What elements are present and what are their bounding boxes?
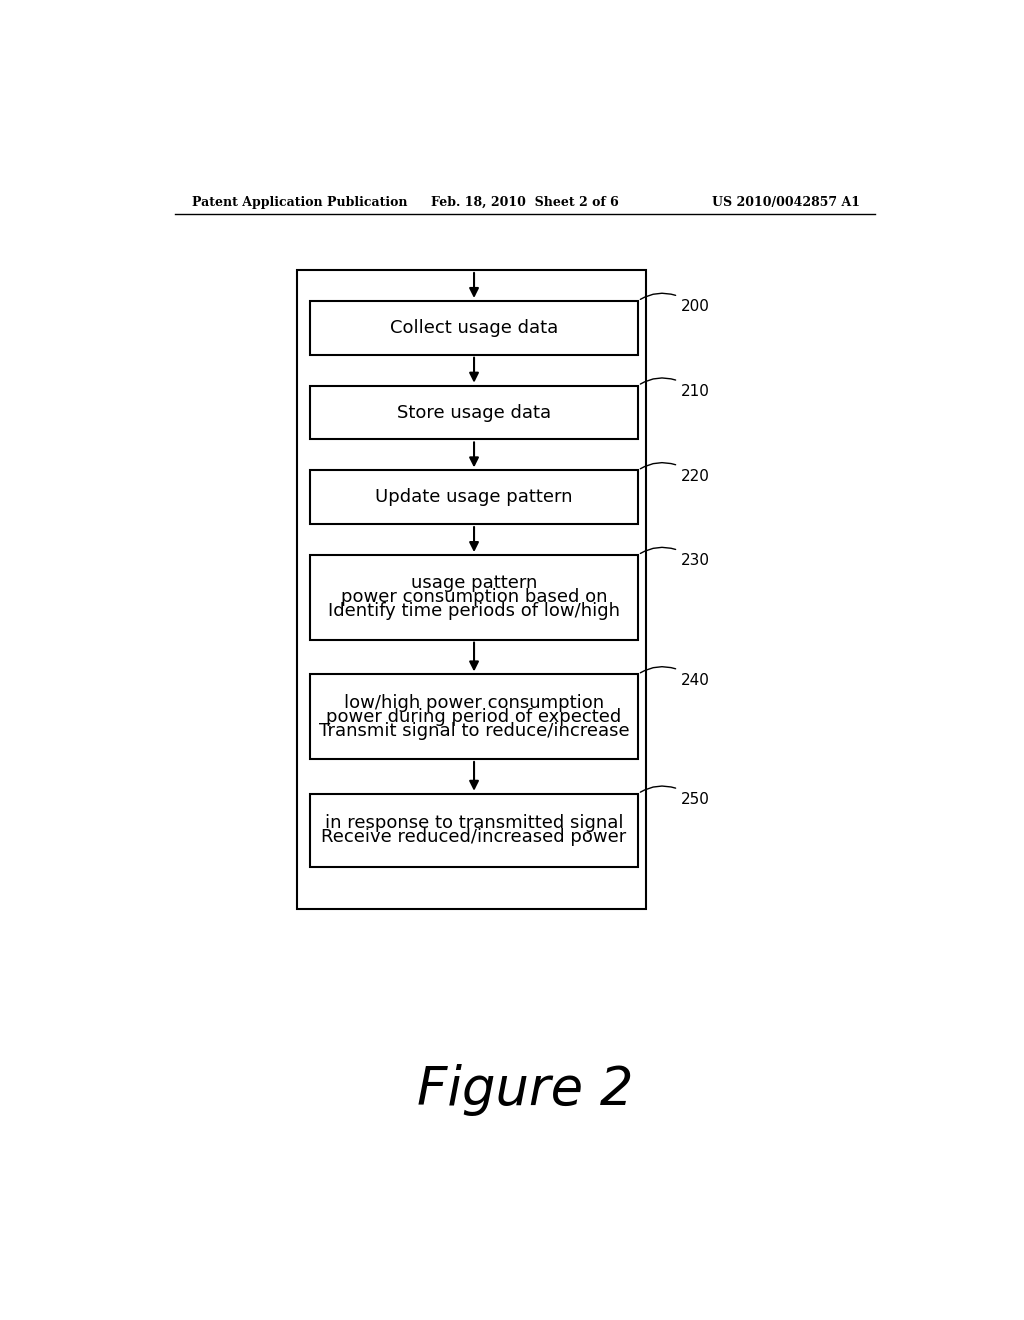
Bar [297, 271, 646, 909]
Text: Store usage data: Store usage data [397, 404, 551, 421]
Bar [310, 385, 638, 440]
Text: Transmit signal to reduce/increase: Transmit signal to reduce/increase [318, 722, 630, 739]
Text: low/high power consumption: low/high power consumption [344, 694, 604, 711]
Text: Figure 2: Figure 2 [417, 1064, 633, 1117]
Bar [310, 554, 638, 640]
Text: power during period of expected: power during period of expected [327, 708, 622, 726]
Text: power consumption based on: power consumption based on [341, 589, 607, 606]
Text: 210: 210 [681, 384, 710, 399]
Text: 220: 220 [681, 469, 710, 483]
Text: Patent Application Publication: Patent Application Publication [193, 195, 408, 209]
Text: Collect usage data: Collect usage data [390, 319, 558, 337]
Text: Receive reduced/increased power: Receive reduced/increased power [322, 828, 627, 846]
Bar [310, 470, 638, 524]
Bar [310, 793, 638, 867]
Text: Update usage pattern: Update usage pattern [375, 488, 572, 506]
Text: 240: 240 [681, 673, 710, 688]
Text: US 2010/0042857 A1: US 2010/0042857 A1 [713, 195, 860, 209]
Text: Identify time periods of low/high: Identify time periods of low/high [328, 602, 621, 620]
Text: in response to transmitted signal: in response to transmitted signal [325, 814, 624, 833]
Text: Feb. 18, 2010  Sheet 2 of 6: Feb. 18, 2010 Sheet 2 of 6 [431, 195, 618, 209]
Bar [310, 675, 638, 759]
Text: 250: 250 [681, 792, 710, 807]
Bar [310, 301, 638, 355]
Text: usage pattern: usage pattern [411, 574, 538, 593]
Text: 230: 230 [681, 553, 710, 569]
Text: 200: 200 [681, 300, 710, 314]
